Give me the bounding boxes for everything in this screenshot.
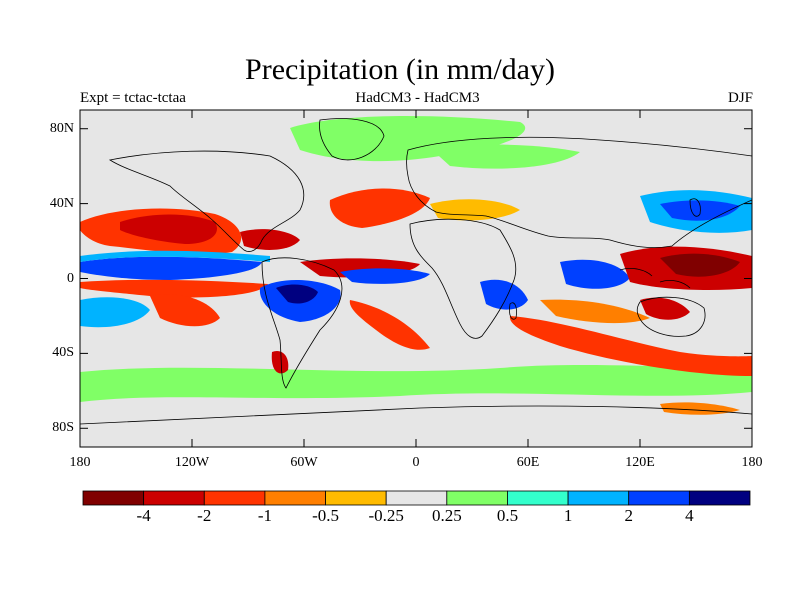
contour-west-pacific-core <box>660 253 740 277</box>
colorbar-swatch-2 <box>203 490 266 506</box>
coast-greenland <box>319 118 385 161</box>
coast-madagascar <box>509 302 517 320</box>
lat-label-0: 80N <box>49 120 74 136</box>
colorbar-swatch-6 <box>446 490 508 506</box>
colorbar-level-9: 4 <box>685 506 694 525</box>
coast-maritime-continent <box>619 268 691 289</box>
lon-label-0: 180 <box>69 455 91 470</box>
map-title: Precipitation (in mm/day) <box>245 53 555 86</box>
colorbar-swatch-1 <box>143 490 205 506</box>
coast-north-america <box>108 150 305 252</box>
colorbar-level-5: 0.25 <box>431 506 462 525</box>
contour-tropical-pacific-cyan <box>80 250 270 262</box>
axis-ticks <box>79 110 753 447</box>
colorbar-swatch-0 <box>82 490 145 506</box>
lon-label-1: 120W <box>174 455 210 470</box>
colorbar-level-4: -0.25 <box>368 506 404 525</box>
colorbar-swatch-9 <box>628 490 690 506</box>
contour-sw-pacific-red <box>640 297 690 320</box>
colorbar-level-1: -2 <box>197 506 212 525</box>
lat-label-4: 80S <box>52 420 74 436</box>
coast-japan <box>689 198 701 217</box>
colorbar-level-7: 1 <box>563 506 573 525</box>
contour-africa-blue <box>480 279 528 310</box>
lat-label-3: 40S <box>52 345 74 361</box>
contour-southern-ocean-band <box>80 362 752 402</box>
colorbar-swatch-4 <box>325 490 387 506</box>
coastlines <box>80 118 752 425</box>
colorbar-level-3: -0.5 <box>312 506 339 525</box>
contour-indian-south-orange <box>540 299 650 324</box>
contour-indian-ocean-blue <box>560 259 630 289</box>
contour-south-atlantic-red <box>349 300 430 350</box>
contour-south-pacific-cyan <box>80 297 150 328</box>
season-label: DJF <box>727 90 753 106</box>
coast-europe-asia <box>406 136 752 248</box>
map-field <box>80 110 752 447</box>
colorbar-swatch-10 <box>688 490 751 506</box>
contour-north-atlantic-orange <box>430 199 520 221</box>
colorbar-swatch-5 <box>385 490 448 506</box>
lon-label-6: 180 <box>741 455 763 470</box>
contour-north-pacific-core <box>120 214 217 244</box>
model-label: HadCM3 - HadCM3 <box>355 90 480 106</box>
lon-label-4: 60E <box>516 455 540 470</box>
lon-label-5: 120E <box>625 455 655 470</box>
contour-indian-south-red <box>509 316 752 376</box>
lat-label-2: 0 <box>67 270 74 286</box>
colorbar-swatch-3 <box>264 490 326 506</box>
contour-north-atlantic-red <box>329 188 430 228</box>
coast-antarctica <box>80 405 752 425</box>
contour-siberia-green <box>430 144 580 169</box>
lon-label-2: 60W <box>290 455 318 470</box>
contour-south-pacific-red <box>150 294 220 327</box>
colorbar <box>82 490 751 506</box>
colorbar-level-0: -4 <box>136 506 151 525</box>
contour-amazon-core <box>276 284 318 304</box>
contour-tropical-pacific-blue <box>80 256 262 280</box>
colorbar-swatch-8 <box>567 490 630 506</box>
contour-south-equator-red <box>80 279 268 298</box>
colorbar-level-8: 2 <box>624 506 633 525</box>
contour-chile-red <box>271 350 289 374</box>
colorbar-level-2: -1 <box>257 506 272 525</box>
coast-australia <box>636 296 706 337</box>
coast-south-america <box>261 257 343 389</box>
lat-label-1: 40N <box>49 195 74 211</box>
lon-label-3: 0 <box>412 455 420 470</box>
contour-gulf-red <box>240 229 300 250</box>
colorbar-swatch-7 <box>507 490 569 506</box>
contour-equatorial-atlantic-blue <box>340 268 430 284</box>
colorbar-level-6: 0.5 <box>496 506 519 525</box>
coast-africa <box>409 218 517 339</box>
experiment-label: Expt = tctac-tctaa <box>80 90 186 106</box>
